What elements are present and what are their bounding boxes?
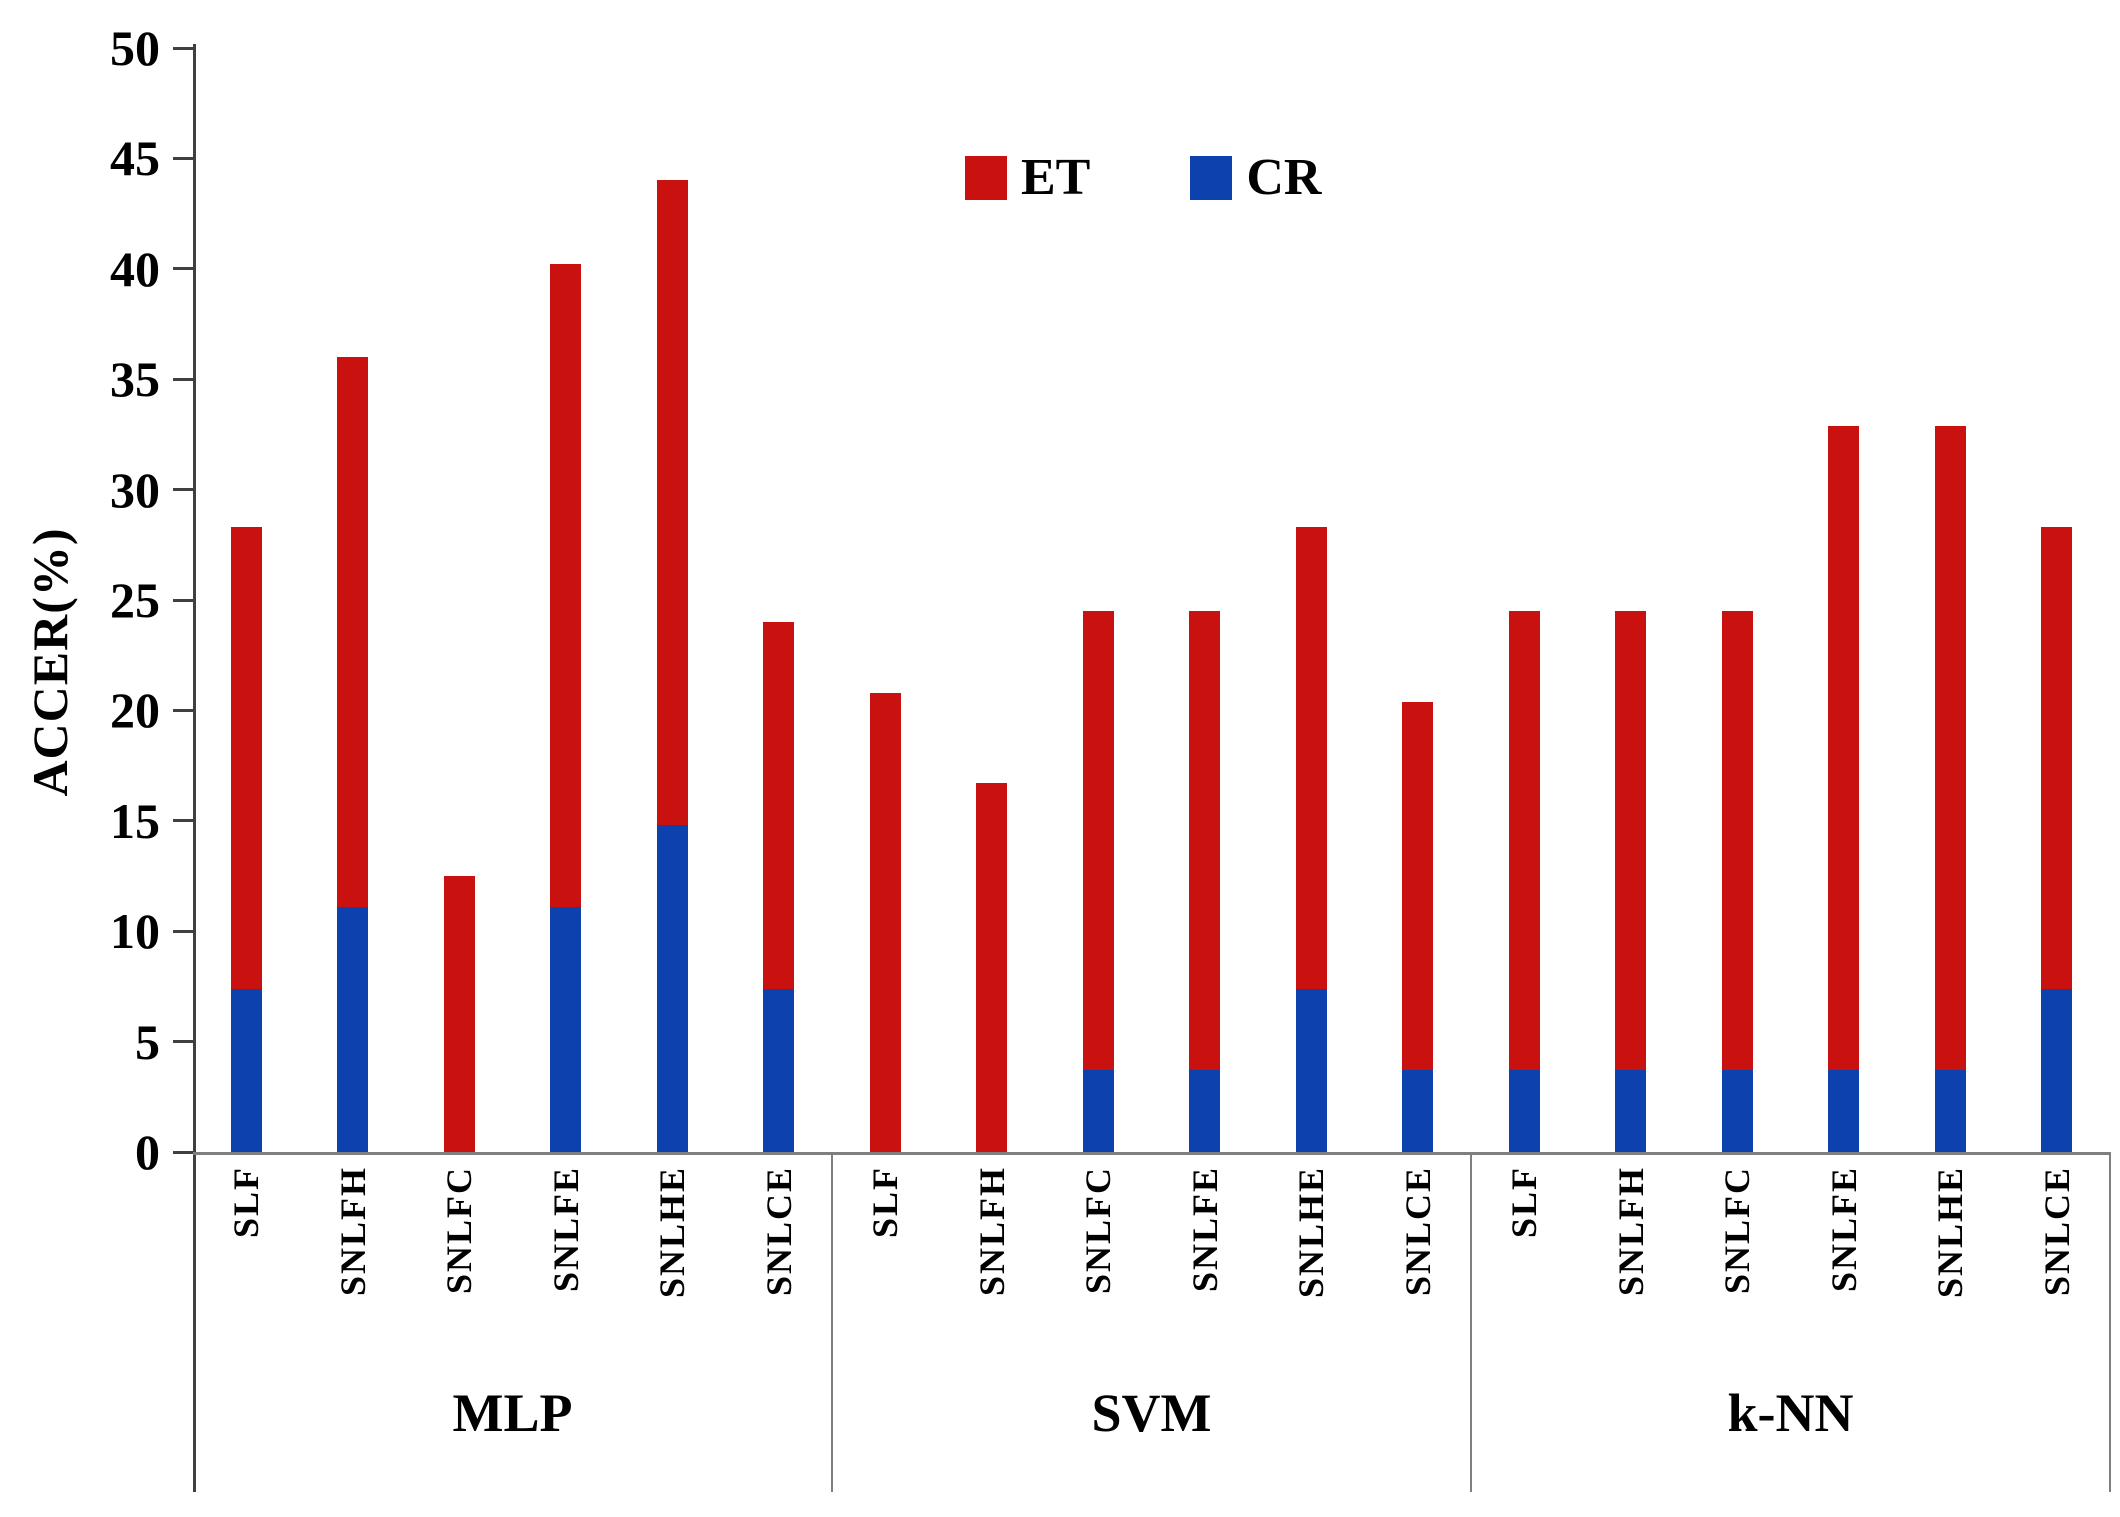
y-tick-mark <box>173 929 193 933</box>
y-axis-line <box>193 44 196 1492</box>
bar-et-segment <box>550 264 582 907</box>
bar-et-segment <box>1508 611 1540 1071</box>
category-label: SNLFH <box>1610 1166 1651 1297</box>
bar-et-segment <box>337 357 369 907</box>
bar-cr-segment <box>337 906 369 1152</box>
bar-et-segment <box>230 527 262 989</box>
y-tick-mark <box>173 377 193 381</box>
bar-et-segment <box>1295 527 1327 989</box>
legend-item-cr: CR <box>1190 148 1321 207</box>
y-tick-mark <box>173 1040 193 1044</box>
group-label: k-NN <box>1727 1383 1854 1443</box>
group-divider <box>2109 1152 2111 1492</box>
bar-et-segment <box>869 692 901 1152</box>
y-tick-label: 20 <box>110 682 160 739</box>
y-tick-mark <box>173 267 193 271</box>
bar-et-segment <box>1828 425 1860 1071</box>
y-tick-label: 45 <box>110 130 160 187</box>
y-tick-mark <box>173 819 193 823</box>
y-tick-mark <box>173 488 193 492</box>
bar-cr-segment <box>1934 1070 1966 1152</box>
category-label: SNLHE <box>1291 1166 1332 1299</box>
y-tick-label: 35 <box>110 351 160 408</box>
bar-cr-segment <box>1828 1070 1860 1152</box>
y-tick-mark <box>173 598 193 602</box>
bar-cr-segment <box>656 825 688 1152</box>
group-divider <box>831 1152 833 1492</box>
y-tick-label: 25 <box>110 572 160 628</box>
bar-cr-segment <box>1082 1070 1114 1152</box>
bar-et-segment <box>1934 425 1966 1071</box>
y-tick-label: 40 <box>110 240 160 297</box>
category-label: SLF <box>865 1166 906 1239</box>
bar-cr-segment <box>230 988 262 1152</box>
bar-cr-segment <box>1189 1070 1221 1152</box>
legend-label-et: ET <box>1021 149 1091 206</box>
bar-et-segment <box>1402 701 1434 1071</box>
y-tick-label: 0 <box>135 1124 160 1180</box>
y-tick-label: 5 <box>135 1013 160 1070</box>
y-tick-mark <box>173 708 193 712</box>
category-label: SNLFC <box>1078 1166 1119 1295</box>
bar-cr-segment <box>1295 988 1327 1152</box>
legend-swatch-et <box>965 155 1007 200</box>
y-tick-label: 10 <box>110 903 160 960</box>
category-label: SNLFH <box>971 1166 1012 1297</box>
y-tick-label: 30 <box>110 461 160 518</box>
bar-et-segment <box>2041 527 2073 989</box>
bar-cr-segment <box>1615 1070 1647 1152</box>
category-label: SNLCE <box>1397 1166 1438 1297</box>
bar-cr-segment <box>550 906 582 1152</box>
legend-label-cr: CR <box>1246 149 1322 206</box>
group-divider <box>1470 1152 1472 1492</box>
y-tick-mark <box>173 156 193 160</box>
bar-et-segment <box>976 783 1008 1152</box>
category-label: SNLFE <box>545 1166 586 1293</box>
category-label: SNLCE <box>758 1166 799 1297</box>
bar-et-segment <box>1615 611 1647 1071</box>
y-tick-label: 50 <box>110 20 160 76</box>
legend: ET CR <box>965 148 1321 207</box>
category-label: SNLFH <box>332 1166 373 1297</box>
y-tick-label: 15 <box>110 792 160 849</box>
bar-et-segment <box>1189 611 1221 1071</box>
group-label: SVM <box>1091 1383 1212 1443</box>
category-label: SNLFC <box>1717 1166 1758 1295</box>
category-label: SLF <box>1504 1166 1545 1239</box>
category-label: SNLFE <box>1823 1166 1864 1293</box>
x-axis-line <box>193 1152 2111 1155</box>
legend-item-et: ET <box>965 148 1090 207</box>
bar-et-segment <box>1082 611 1114 1071</box>
bar-cr-segment <box>763 988 795 1152</box>
category-label: SNLHE <box>652 1166 693 1299</box>
bar-et-segment <box>1721 611 1753 1071</box>
y-tick-mark <box>173 46 193 50</box>
bar-cr-segment <box>1402 1070 1434 1152</box>
category-label: SNLHE <box>1930 1166 1971 1299</box>
bar-cr-segment <box>2041 988 2073 1152</box>
group-label: MLP <box>452 1383 573 1443</box>
legend-swatch-cr <box>1190 155 1233 200</box>
bar-et-segment <box>656 180 688 826</box>
category-label: SNLFE <box>1184 1166 1225 1293</box>
bar-cr-segment <box>1721 1070 1753 1152</box>
y-tick-mark <box>173 1150 193 1154</box>
bar-et-segment <box>443 876 475 1152</box>
category-label: SNLCE <box>2036 1166 2077 1297</box>
bar-cr-segment <box>1508 1070 1540 1152</box>
bar-et-segment <box>763 622 795 989</box>
category-label: SLF <box>226 1166 267 1239</box>
category-label: SNLFC <box>439 1166 480 1295</box>
